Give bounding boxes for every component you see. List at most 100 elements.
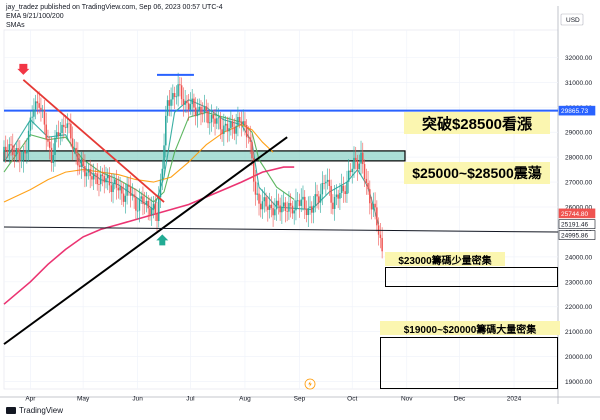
candle-body: [63, 124, 65, 127]
candle-body: [256, 193, 259, 195]
smas-label: SMAs: [6, 22, 25, 29]
candle-body: [85, 172, 88, 177]
candle-body: [87, 168, 90, 173]
x-tick-label: 2024: [507, 396, 522, 403]
candle-body: [279, 205, 281, 213]
candle-body: [92, 173, 95, 180]
series-ema200: [3, 166, 295, 305]
candle-body: [6, 150, 9, 152]
y-tick-label: 22000.00: [565, 304, 592, 311]
currency-badge: [560, 13, 584, 26]
candle-body: [356, 160, 359, 170]
candle-body: [216, 118, 218, 124]
trendline-support: [3, 226, 559, 233]
candle-body: [43, 109, 46, 125]
candle-body: [191, 98, 193, 105]
publisher-line: jay_tradez published on TradingView.com,…: [6, 4, 223, 11]
candle-body: [258, 193, 260, 204]
candle-body: [34, 101, 37, 110]
candle-body: [159, 179, 162, 198]
candle-body: [265, 197, 267, 207]
candle-body: [36, 101, 39, 104]
candle-body: [344, 191, 346, 194]
candle-body: [298, 200, 301, 206]
zone-box-high-chips: [380, 337, 558, 389]
candle-body: [312, 205, 315, 213]
candle-body: [96, 173, 98, 185]
candle-body: [41, 109, 44, 111]
candle-body: [98, 184, 100, 186]
candle-body: [335, 194, 338, 197]
x-tick-label: Oct: [347, 396, 357, 403]
candle-body: [175, 96, 178, 98]
candle-body: [33, 109, 35, 117]
candle-body: [286, 210, 288, 212]
candle-body: [184, 100, 186, 105]
candle-body: [10, 144, 12, 146]
candle-body: [64, 126, 67, 128]
candle-body: [198, 106, 200, 111]
candle-body: [50, 147, 53, 163]
candle-body: [122, 193, 125, 202]
candle-body: [342, 185, 345, 192]
candle-body: [68, 123, 70, 125]
candle-body: [252, 158, 255, 182]
candle-body: [124, 195, 127, 202]
series-ema21: [3, 111, 295, 203]
candle-body: [247, 137, 250, 138]
x-tick-label: Nov: [401, 396, 413, 403]
candle-body: [261, 201, 264, 210]
candle-body: [201, 113, 204, 115]
candle-body: [172, 93, 174, 100]
candle-body: [347, 170, 350, 182]
candle-body: [73, 147, 76, 149]
candle-body: [321, 182, 324, 195]
candle-body: [340, 185, 343, 193]
candle-body: [128, 184, 130, 187]
candle-body: [61, 124, 63, 133]
candle-body: [217, 117, 220, 119]
candle-body: [268, 204, 271, 210]
candle-body: [245, 125, 248, 138]
candle-body: [351, 168, 353, 173]
candle-body: [233, 126, 236, 134]
candle-body: [212, 114, 215, 119]
candle-body: [5, 146, 7, 151]
x-tick-label: Sep: [294, 396, 306, 403]
candle-body: [99, 174, 102, 185]
candle-body: [145, 200, 148, 205]
price-label-box: [558, 105, 596, 116]
candle-body: [38, 103, 40, 108]
candle-body: [284, 202, 287, 211]
candle-body: [379, 234, 382, 238]
footer-brand: TradingView: [6, 406, 63, 415]
candle-body: [263, 197, 266, 202]
candle-body: [260, 203, 262, 210]
candle-body: [101, 174, 104, 177]
zone-box-low-chips: [385, 267, 558, 287]
candle-body: [78, 165, 81, 167]
candle-body: [369, 189, 371, 204]
down-arrow-icon: [17, 63, 30, 75]
candle-body: [179, 84, 181, 86]
candle-body: [326, 179, 329, 182]
candle-body: [115, 179, 118, 188]
candle-body: [71, 138, 74, 149]
y-tick-label: 20000.00: [565, 354, 592, 361]
y-tick-label: 19000.00: [565, 379, 592, 386]
candle-body: [196, 110, 199, 117]
candle-body: [358, 163, 361, 170]
up-arrow-icon: [156, 234, 169, 246]
price-label-text: 24995.86: [561, 233, 588, 240]
candle-body: [161, 168, 164, 180]
candle-body: [200, 106, 202, 114]
candle-body: [275, 200, 278, 210]
candle-body: [52, 155, 54, 163]
candle-body: [330, 185, 332, 203]
candle-body: [207, 110, 209, 124]
candle-body: [362, 152, 364, 165]
annotation-breakout: 突破$28500看漲: [404, 112, 550, 134]
y-tick-label: 26000.00: [565, 205, 592, 212]
